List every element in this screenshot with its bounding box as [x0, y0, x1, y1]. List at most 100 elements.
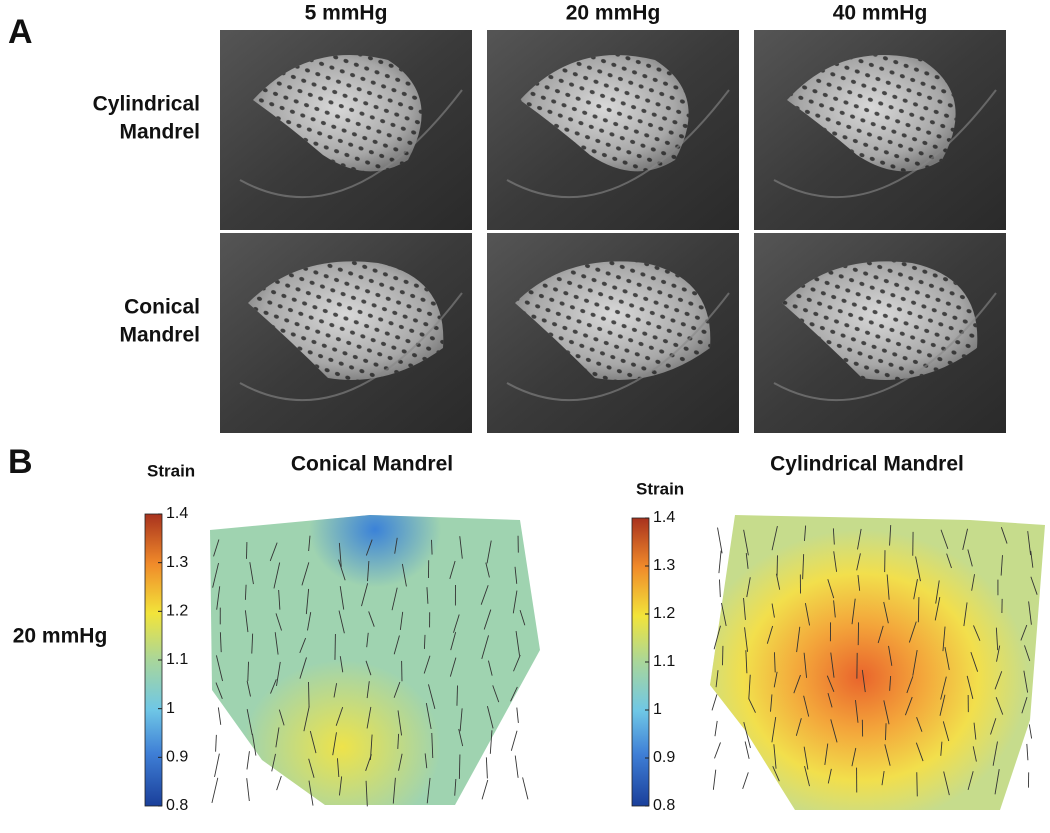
arrow [393, 681, 401, 698]
arrow [827, 768, 832, 784]
arrow [516, 707, 519, 723]
arrow [249, 562, 254, 585]
column-label: 20 mmHg [566, 2, 661, 25]
arrow [244, 584, 247, 600]
arrow [913, 579, 918, 600]
arrow [851, 747, 857, 767]
row-label: Mandrel [119, 324, 200, 347]
tissue-dots [248, 261, 444, 380]
arrow [483, 609, 492, 630]
arrow [367, 560, 370, 582]
arrow [886, 574, 890, 600]
displacement-arrows [211, 525, 1038, 807]
arrow [970, 652, 979, 672]
arrow [1000, 555, 1003, 576]
arrow [908, 621, 917, 643]
arrow [939, 694, 946, 716]
arrow [824, 743, 829, 766]
arrow [456, 685, 458, 706]
row-label: Cylindrical [93, 93, 200, 116]
arrow [431, 732, 434, 758]
arrow [963, 602, 968, 627]
arrow [857, 575, 861, 591]
arrow [216, 586, 221, 610]
arrow [338, 559, 346, 581]
colorbar-tick-label: 1 [653, 701, 662, 718]
arrow [966, 675, 974, 699]
mandrel-edge [773, 89, 997, 199]
arrow [804, 603, 810, 626]
panel-label: B [8, 443, 33, 481]
arrow [510, 686, 518, 702]
arrow [832, 528, 835, 545]
map-title: Conical Mandrel [291, 453, 453, 476]
arrow [1030, 550, 1034, 568]
arrow [940, 529, 949, 550]
tissue-dots [787, 55, 956, 172]
arrow [246, 680, 251, 697]
arrow [301, 562, 310, 586]
arrow [775, 573, 781, 590]
colorbar-tick-label: 1.2 [166, 603, 188, 620]
arrow [972, 746, 977, 762]
arrow [514, 755, 519, 778]
arrow [487, 660, 493, 676]
arrow [973, 722, 977, 740]
arrow [889, 525, 892, 546]
arrow [994, 671, 1003, 690]
arrow [996, 645, 1001, 662]
arrow [431, 539, 433, 555]
arrow [338, 610, 345, 634]
arrow [742, 772, 749, 790]
arrow [510, 730, 518, 751]
colorbar-tick-label: 1.2 [653, 605, 675, 622]
arrow [827, 692, 833, 708]
arrow [770, 694, 773, 712]
arrow [212, 562, 219, 588]
arrow [398, 753, 403, 771]
arrow [883, 700, 890, 725]
arrow [826, 675, 835, 692]
arrow [393, 635, 400, 655]
arrow [215, 682, 223, 699]
arrow [803, 695, 810, 717]
arrow [247, 661, 249, 681]
colorbar-tick-label: 1.3 [166, 554, 188, 571]
arrow [308, 682, 310, 707]
arrow [485, 757, 488, 779]
arrow [426, 777, 431, 804]
strain-map [210, 515, 540, 805]
arrow [397, 710, 403, 736]
arrow [992, 741, 998, 766]
arrow [276, 661, 281, 686]
arrow [833, 551, 838, 572]
arrow [426, 587, 429, 604]
arrow [904, 696, 913, 716]
arrow [857, 528, 862, 550]
photo [487, 233, 739, 433]
arrow [934, 597, 941, 621]
arrow [458, 754, 461, 779]
arrow [449, 657, 457, 677]
tissue-dots [515, 261, 711, 380]
arrow [211, 777, 219, 804]
photo [220, 30, 472, 230]
arrow [366, 681, 370, 699]
arrow [454, 778, 457, 796]
arrow [719, 579, 721, 598]
arrow [885, 723, 887, 741]
arrow [773, 671, 778, 688]
arrow [458, 728, 464, 747]
arrow [748, 698, 756, 713]
arrow [335, 706, 344, 726]
arrow [428, 684, 436, 709]
arrow [743, 721, 751, 749]
arrow [851, 598, 856, 625]
arrow [365, 780, 368, 807]
arrow [1020, 624, 1028, 641]
arrow [481, 779, 489, 800]
arrow [307, 612, 312, 631]
arrow [1028, 601, 1032, 625]
arrow [339, 586, 345, 610]
arrow [299, 637, 307, 654]
